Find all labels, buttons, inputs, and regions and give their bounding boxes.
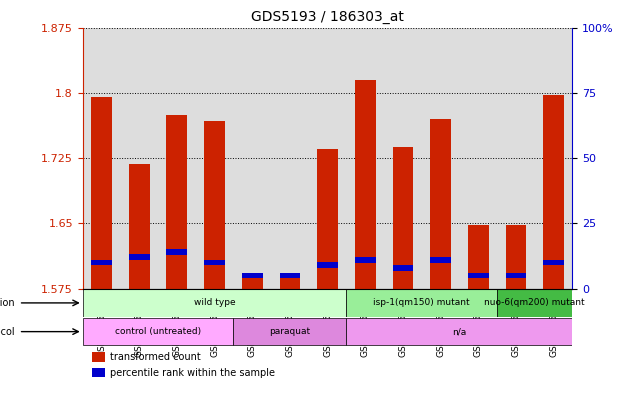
Bar <box>506 273 526 278</box>
Bar <box>497 28 535 288</box>
Bar <box>129 254 149 260</box>
Bar <box>392 147 413 288</box>
Bar <box>204 121 225 288</box>
Bar <box>422 28 459 288</box>
Title: GDS5193 / 186303_at: GDS5193 / 186303_at <box>251 10 404 24</box>
Bar <box>91 260 112 265</box>
Text: protocol: protocol <box>0 327 15 337</box>
Bar <box>535 28 572 288</box>
Bar <box>430 119 451 288</box>
Text: transformed count: transformed count <box>109 352 200 362</box>
Bar <box>347 289 497 317</box>
Text: control (untreated): control (untreated) <box>115 327 201 336</box>
Bar <box>355 80 376 288</box>
Bar <box>196 28 233 288</box>
Bar <box>204 260 225 265</box>
Bar <box>347 28 384 288</box>
Bar <box>355 257 376 263</box>
Bar <box>92 352 105 362</box>
Text: paraquat: paraquat <box>269 327 310 336</box>
Bar <box>430 257 451 263</box>
Bar <box>129 164 149 288</box>
Text: isp-1(qm150) mutant: isp-1(qm150) mutant <box>373 298 470 307</box>
Bar <box>83 289 347 317</box>
Bar <box>233 318 347 345</box>
Bar <box>497 289 572 317</box>
Bar <box>317 149 338 288</box>
Bar <box>392 265 413 270</box>
Bar <box>83 318 233 345</box>
Bar <box>91 97 112 288</box>
Bar <box>384 28 422 288</box>
Bar <box>317 262 338 268</box>
Bar <box>158 28 196 288</box>
Text: genotype/variation: genotype/variation <box>0 298 15 308</box>
Text: nuo-6(qm200) mutant: nuo-6(qm200) mutant <box>485 298 585 307</box>
Text: n/a: n/a <box>452 327 467 336</box>
Bar <box>120 28 158 288</box>
Bar <box>468 225 488 288</box>
Bar <box>92 367 105 377</box>
Bar <box>459 28 497 288</box>
Bar <box>233 28 271 288</box>
Bar <box>308 28 347 288</box>
Bar <box>468 273 488 278</box>
Text: wild type: wild type <box>194 298 235 307</box>
Bar <box>167 249 187 255</box>
Bar <box>543 260 564 265</box>
Bar <box>279 274 300 288</box>
Bar <box>242 273 263 278</box>
Bar <box>167 114 187 288</box>
Bar <box>347 318 572 345</box>
Bar <box>83 28 120 288</box>
Bar <box>506 225 526 288</box>
Bar <box>271 28 308 288</box>
Bar <box>279 273 300 278</box>
Bar <box>242 277 263 288</box>
Text: percentile rank within the sample: percentile rank within the sample <box>109 367 275 378</box>
Bar <box>543 94 564 288</box>
